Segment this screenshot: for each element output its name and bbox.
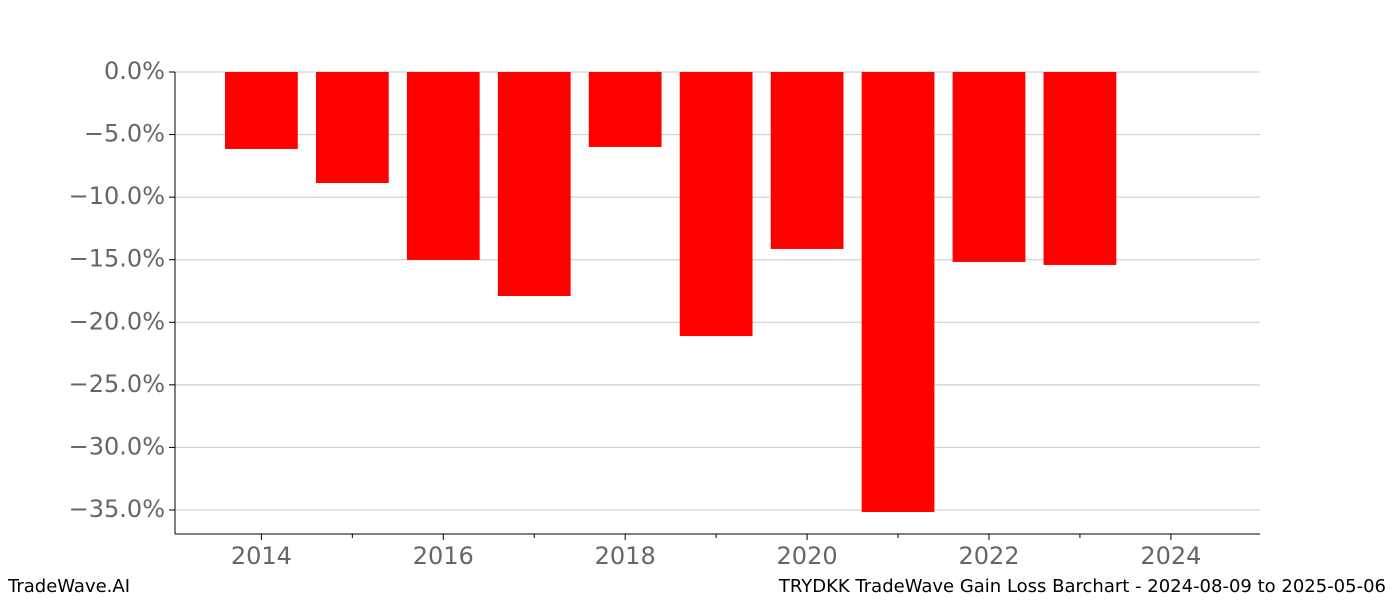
- y-tick-label: 0.0%: [104, 57, 165, 85]
- bar: [770, 72, 844, 249]
- x-tick-label: 2020: [777, 542, 838, 570]
- x-tick-label: 2024: [1140, 542, 1201, 570]
- bar: [225, 72, 298, 149]
- bar: [679, 72, 753, 337]
- y-tick-label: −35.0%: [69, 495, 165, 523]
- y-tick-label: −15.0%: [69, 245, 165, 273]
- bar: [861, 72, 935, 512]
- x-tick-label: 2014: [231, 542, 292, 570]
- y-tick-label: −20.0%: [69, 307, 165, 335]
- bar: [497, 72, 571, 296]
- chart-title: TRYDKK TradeWave Gain Loss Barchart - 20…: [778, 576, 1386, 597]
- y-tick-label: −5.0%: [84, 120, 165, 148]
- bar: [952, 72, 1026, 262]
- x-tick-label: 2018: [595, 542, 656, 570]
- watermark: TradeWave.AI: [7, 576, 130, 597]
- y-tick-label: −30.0%: [69, 432, 165, 460]
- y-tick-label: −10.0%: [69, 182, 165, 210]
- bar: [588, 72, 662, 147]
- bar: [406, 72, 480, 260]
- y-tick-label: −25.0%: [69, 370, 165, 398]
- bar: [1043, 72, 1117, 265]
- x-tick-label: 2022: [958, 542, 1019, 570]
- x-tick-label: 2016: [413, 542, 474, 570]
- bar: [315, 72, 389, 183]
